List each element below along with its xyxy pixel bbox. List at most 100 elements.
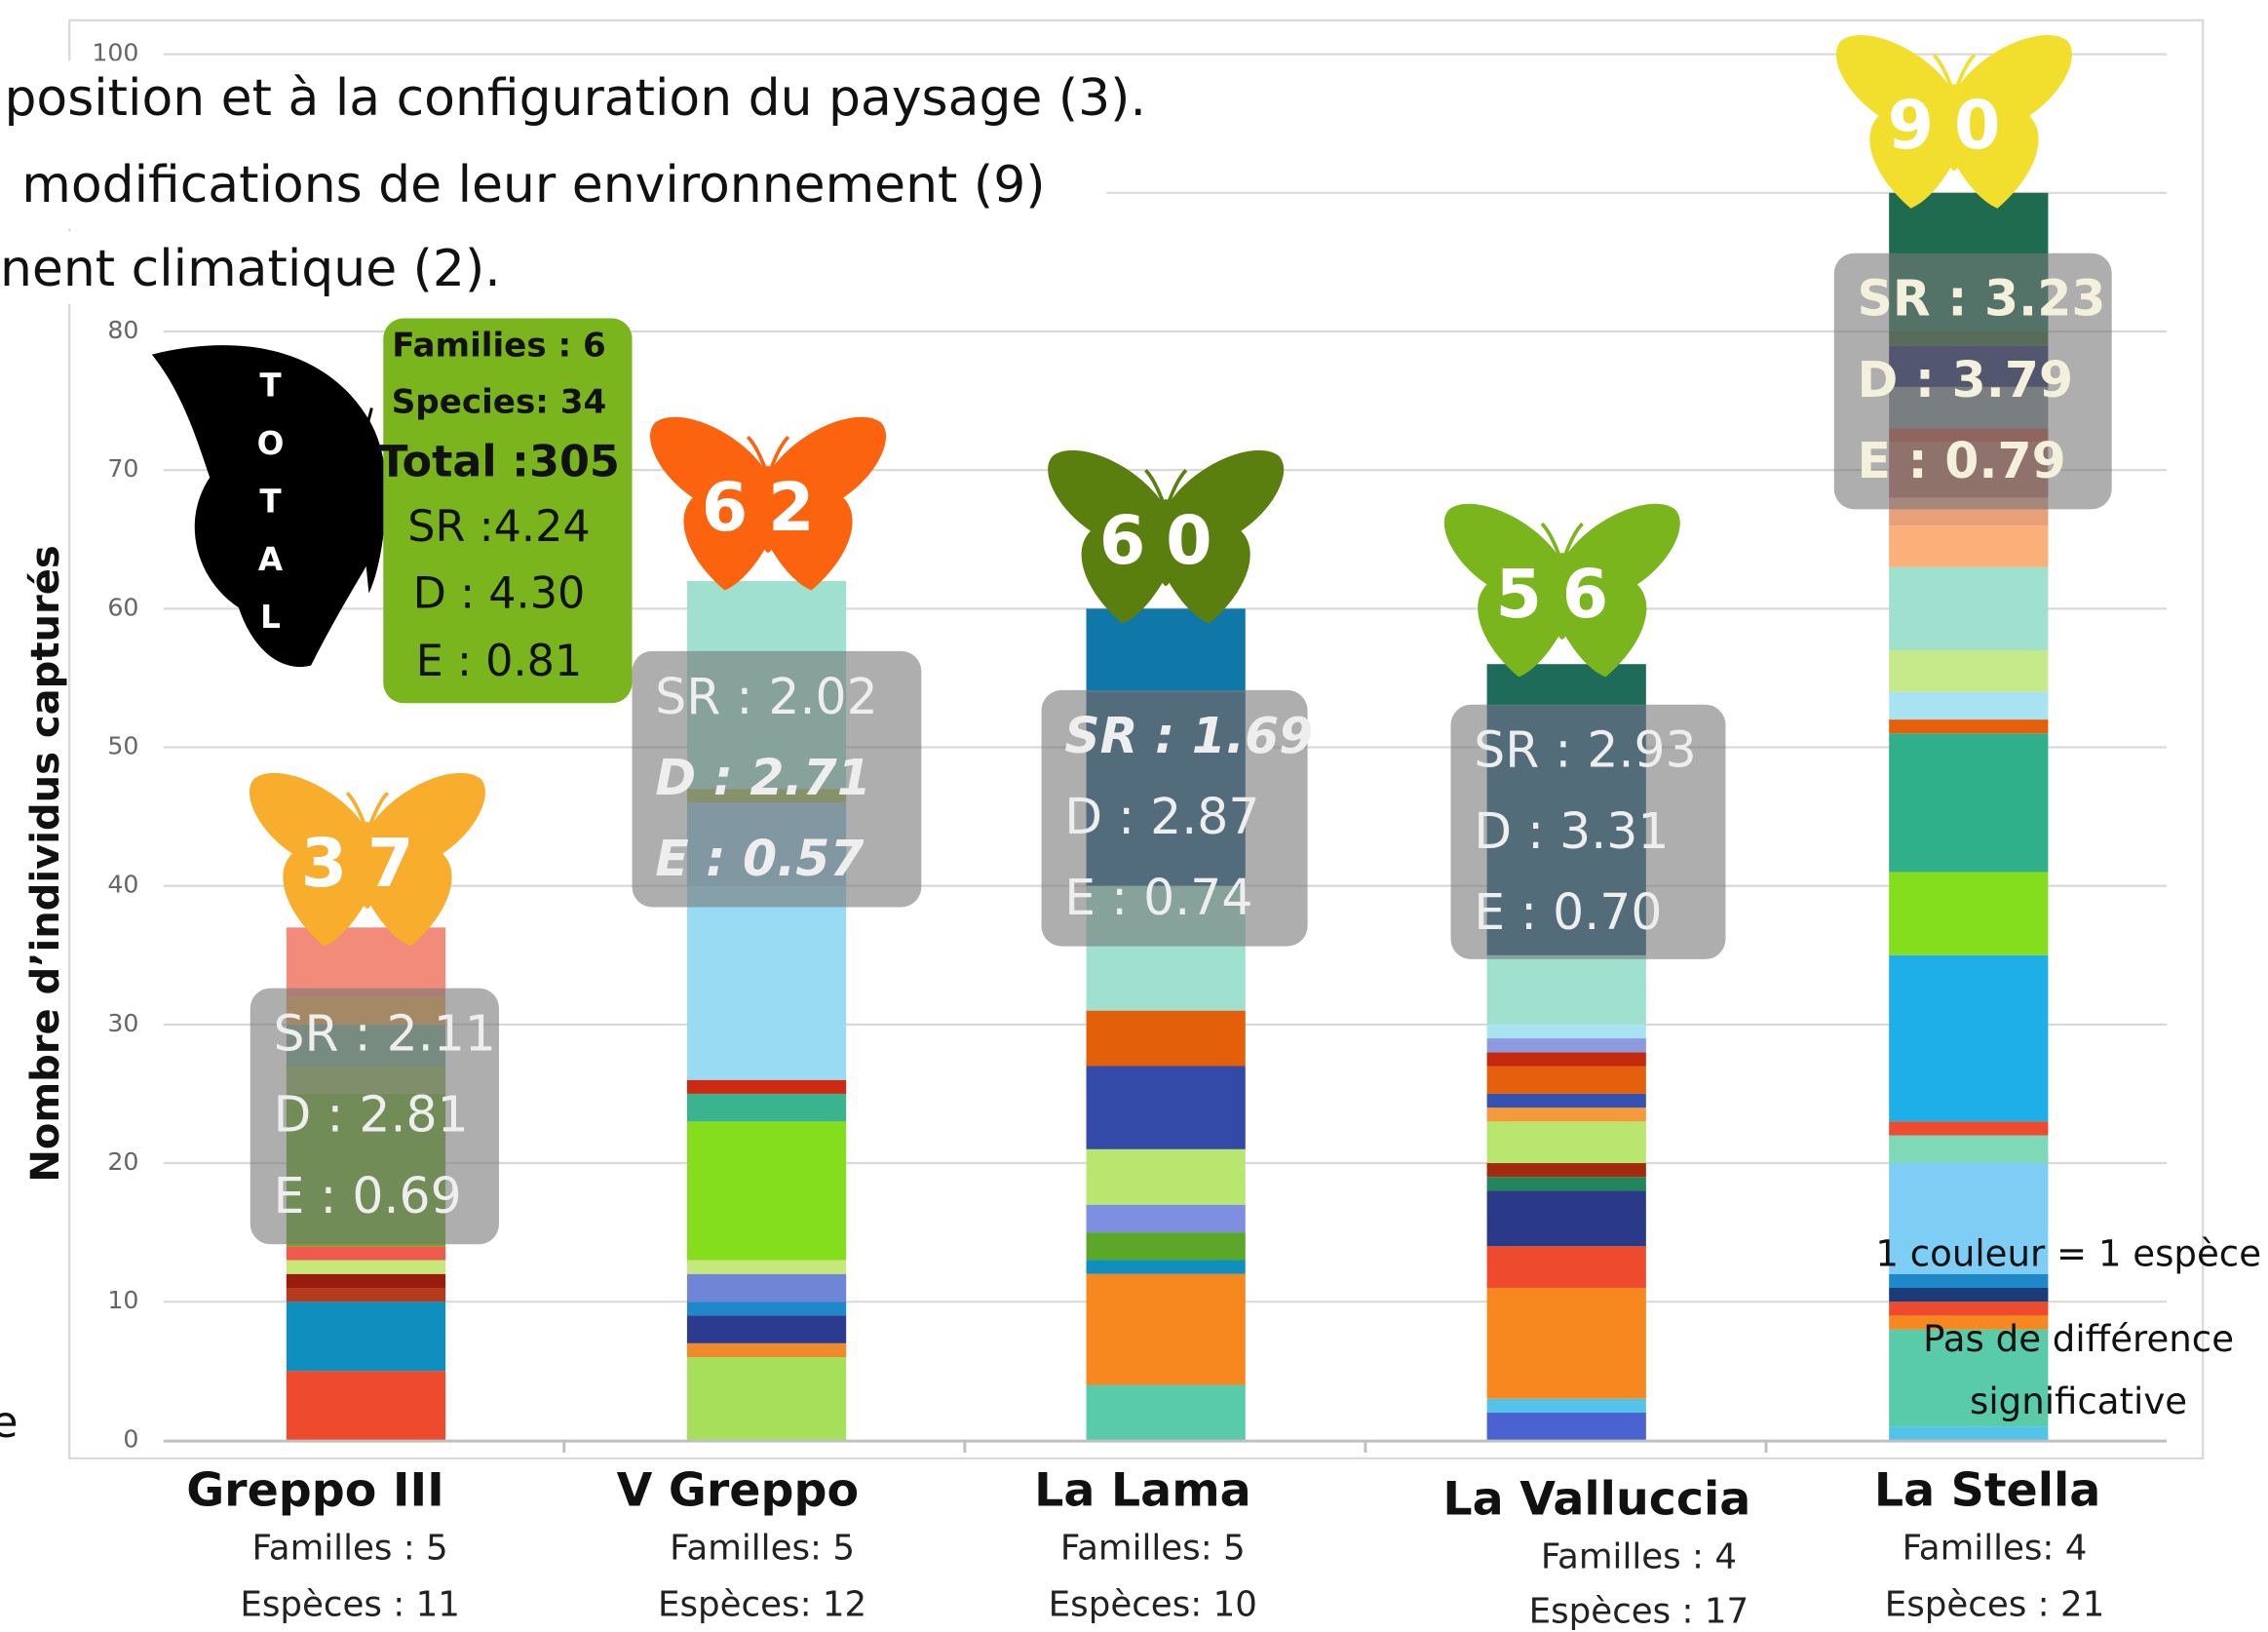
- y-tick-label: 70: [107, 454, 138, 483]
- y-tick-label: 40: [107, 871, 138, 899]
- total-line: Total :305: [378, 437, 620, 486]
- total-letter: T: [259, 368, 282, 405]
- bar-total: 62: [702, 470, 835, 547]
- bar-total: 56: [1496, 557, 1630, 634]
- bar-segment: [1889, 525, 2048, 567]
- index-label: E : 0.57: [655, 830, 864, 887]
- bar-segment: [687, 1121, 846, 1260]
- index-label: E : 0.70: [1474, 883, 1662, 941]
- bar-segment: [1487, 1190, 1646, 1246]
- bar-total: 90: [1888, 88, 2021, 165]
- category-label: La Lama: [1034, 1464, 1251, 1518]
- bar-segment: [1487, 1288, 1646, 1399]
- bar-segment: [1487, 1038, 1646, 1052]
- index-label: SR : 2.11: [273, 1005, 495, 1063]
- bar-segment: [687, 1080, 846, 1094]
- bar-segment: [287, 1371, 445, 1440]
- y-tick-label: 10: [107, 1286, 138, 1314]
- page: {"chart_data": { "type": "stacked-bar", …: [0, 0, 2268, 1632]
- y-tick-label: 80: [107, 316, 138, 344]
- index-label: SR : 3.23: [1858, 270, 2106, 328]
- index-label: D : 2.71: [655, 749, 871, 806]
- total-letter: A: [258, 541, 284, 578]
- note: Pas de différence: [1923, 1318, 2234, 1360]
- bar-segment: [1087, 1205, 1246, 1232]
- overlay-text: modifications de leur environnement (9): [21, 156, 1045, 214]
- bar-segment: [687, 1357, 846, 1440]
- butterfly: 37: [250, 773, 485, 947]
- bar-segment: [1487, 1413, 1646, 1440]
- bar-segment: [1487, 1399, 1646, 1413]
- index-label: E : 0.69: [273, 1167, 461, 1224]
- bar-segment: [1889, 733, 2048, 872]
- index-label: D : 3.31: [1474, 802, 1669, 860]
- overlay-text: e: [0, 1398, 18, 1448]
- bar-segment: [687, 886, 846, 1080]
- bar-segment: [287, 1274, 445, 1288]
- bar-segment: [1087, 1149, 1246, 1205]
- families-label: Familles: 4: [1903, 1528, 2088, 1568]
- bar-segment: [1487, 1025, 1646, 1038]
- index-label: SR : 2.02: [655, 668, 877, 725]
- overlay-text: position et à la configuration du paysag…: [4, 69, 1146, 128]
- note: significative: [1970, 1380, 2187, 1422]
- y-tick-label: 50: [107, 732, 138, 760]
- bar-segment: [1889, 1426, 2048, 1440]
- y-tick-label: 20: [107, 1147, 138, 1176]
- species-label: Espèces: 12: [658, 1584, 866, 1624]
- bar-segment: [1087, 1274, 1246, 1385]
- bar-segment: [1889, 650, 2048, 692]
- total-letter: O: [257, 425, 285, 462]
- bar-segment: [1889, 1136, 2048, 1163]
- bar-segment: [1087, 608, 1246, 691]
- bar-segment: [1889, 1288, 2048, 1302]
- category-label: V Greppo: [617, 1464, 859, 1518]
- total-line: Families : 6: [392, 327, 606, 366]
- y-tick-label: 0: [123, 1424, 138, 1453]
- index-label: E : 0.74: [1064, 869, 1252, 926]
- bar-segment: [1487, 1107, 1646, 1121]
- bar-segment: [1889, 872, 2048, 954]
- bar-segment: [1487, 1052, 1646, 1066]
- bar-segment: [1087, 1261, 1246, 1274]
- bar-segment: [1487, 1094, 1646, 1107]
- bar-segment: [1087, 1011, 1246, 1067]
- butterfly: 60: [1048, 450, 1284, 624]
- index-label: SR : 2.93: [1474, 721, 1696, 779]
- butterfly: 62: [650, 417, 886, 591]
- bar-segment: [1487, 664, 1646, 706]
- total-line: SR :4.24: [407, 502, 590, 552]
- bar-segment: [687, 1343, 846, 1357]
- overlay-text: nent climatique (2).: [0, 240, 501, 298]
- species-label: Espèces: 10: [1049, 1584, 1257, 1624]
- bar-segment: [287, 1261, 445, 1274]
- bar-segment: [1487, 1121, 1646, 1163]
- chart: 0102030405060708090100 SR : 2.11D : 2.81…: [0, 0, 2268, 1632]
- bar-segment: [1487, 1067, 1646, 1094]
- bar-segment: [1889, 1274, 2048, 1288]
- bar-total: 37: [301, 826, 435, 903]
- bar-segment: [1087, 1232, 1246, 1260]
- y-tick-label: 30: [107, 1009, 138, 1037]
- butterfly: 56: [1444, 504, 1680, 678]
- bar-segment: [1087, 1067, 1246, 1149]
- bar-segment: [1487, 1163, 1646, 1177]
- total-line: E : 0.81: [416, 637, 583, 686]
- bar-segment: [1487, 955, 1646, 1025]
- bar-segment: [1087, 1384, 1246, 1440]
- species-label: Espèces : 11: [240, 1584, 460, 1624]
- total-letter: T: [259, 483, 282, 520]
- bar-segment: [1889, 1302, 2048, 1315]
- index-label: D : 2.81: [273, 1086, 468, 1144]
- total-line: Species: 34: [392, 383, 607, 422]
- total-butterfly: TOTAL: [152, 345, 387, 667]
- bar-segment: [687, 1094, 846, 1121]
- bar-segment: [287, 1246, 445, 1260]
- bar-segment: [687, 1315, 846, 1342]
- category-label: Greppo III: [186, 1464, 444, 1518]
- bar-segment: [1889, 567, 2048, 650]
- total-letter: L: [260, 599, 281, 636]
- bar-segment: [1889, 719, 2048, 733]
- bar-segment: [287, 1288, 445, 1302]
- species-label: Espèces : 21: [1885, 1584, 2105, 1624]
